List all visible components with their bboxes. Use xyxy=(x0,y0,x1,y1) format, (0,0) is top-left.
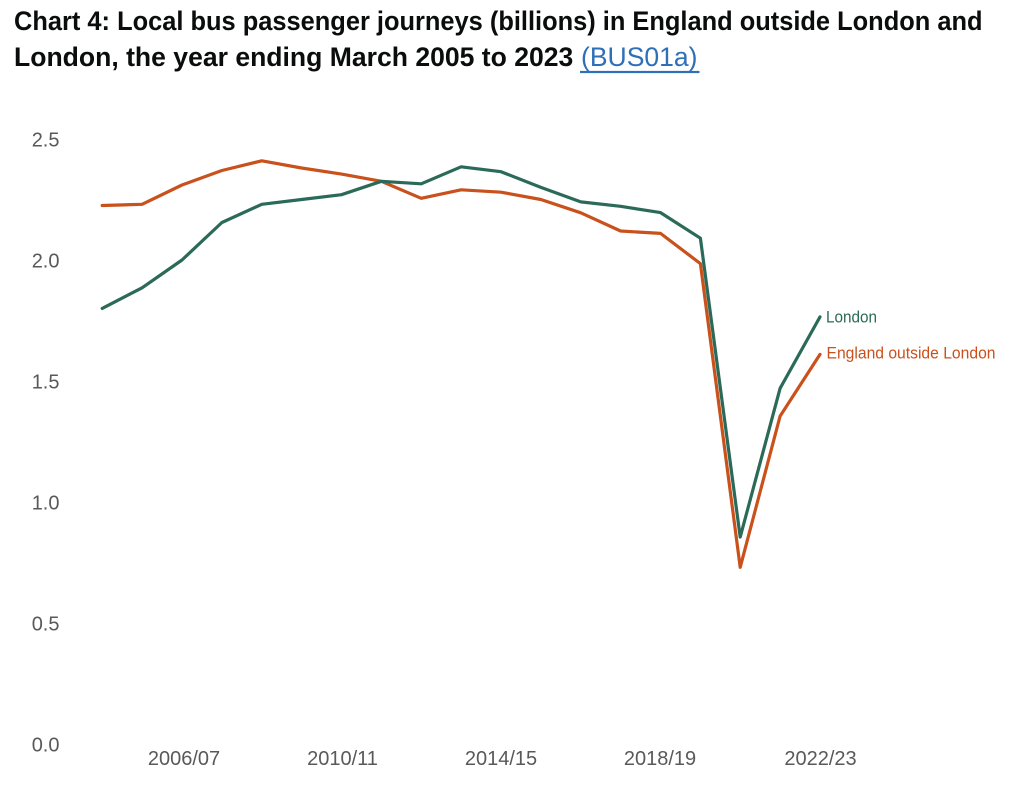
svg-text:England outside London: England outside London xyxy=(827,344,996,363)
svg-text:2006/07: 2006/07 xyxy=(148,748,220,770)
svg-text:2010/11: 2010/11 xyxy=(307,748,378,770)
svg-text:Chart 4: Local bus passenger j: Chart 4: Local bus passenger journeys (b… xyxy=(14,6,983,36)
svg-text:1.5: 1.5 xyxy=(32,371,60,393)
svg-text:0.0: 0.0 xyxy=(32,734,60,756)
svg-text:2.0: 2.0 xyxy=(32,250,60,272)
svg-text:2022/23: 2022/23 xyxy=(784,748,856,770)
svg-text:2018/19: 2018/19 xyxy=(624,748,696,770)
svg-text:0.5: 0.5 xyxy=(32,613,60,635)
svg-text:2014/15: 2014/15 xyxy=(465,748,537,770)
svg-text:(BUS01a): (BUS01a) xyxy=(581,42,698,72)
svg-text:London, the year ending March: London, the year ending March 2005 to 20… xyxy=(14,42,573,72)
svg-text:London: London xyxy=(826,307,877,326)
svg-text:2.5: 2.5 xyxy=(32,129,60,151)
svg-text:1.0: 1.0 xyxy=(32,492,60,514)
